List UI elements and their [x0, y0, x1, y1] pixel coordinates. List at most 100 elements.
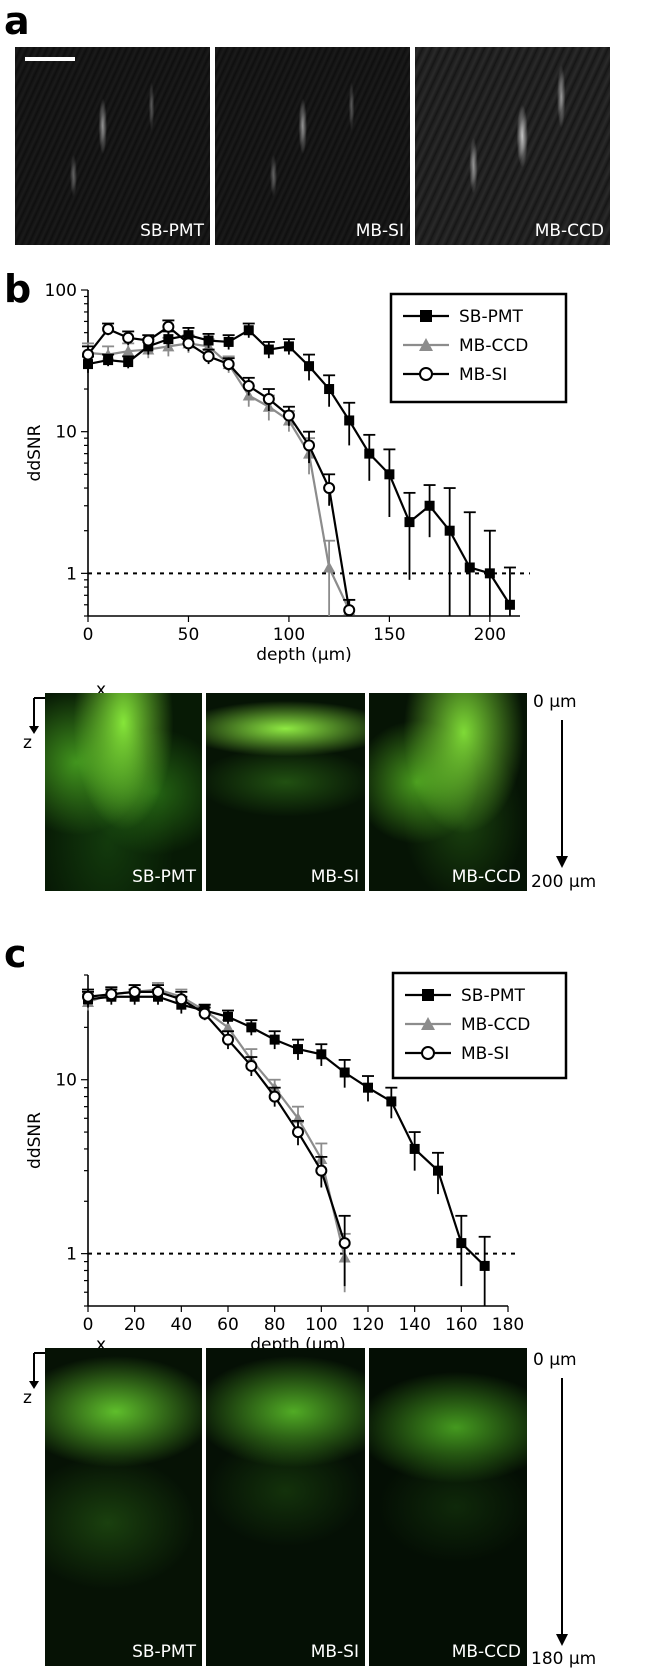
depth-bottom-label: 200 µm	[531, 872, 597, 892]
data-point	[421, 1017, 435, 1030]
axis-z-label: z	[23, 733, 32, 753]
legend-label: MB-CCD	[461, 1015, 530, 1035]
x-tick-label: 60	[217, 1315, 239, 1335]
data-point	[263, 344, 274, 355]
legend-label: MB-SI	[459, 365, 507, 385]
data-point	[363, 1082, 373, 1093]
legend-label: MB-SI	[461, 1044, 509, 1064]
data-point	[384, 469, 395, 480]
micrograph-sb-pmt: SB-PMT	[15, 47, 210, 245]
data-point	[175, 993, 188, 1006]
x-tick-label: 140	[398, 1315, 430, 1335]
data-point	[424, 500, 435, 511]
panel-label-b: b	[4, 267, 32, 311]
y-tick-label: 100	[45, 281, 77, 301]
image-label: MB-CCD	[451, 867, 521, 887]
data-point	[242, 380, 255, 393]
x-tick-label: 0	[83, 1315, 94, 1335]
data-point	[504, 599, 515, 610]
legend-label: SB-PMT	[461, 986, 526, 1006]
image-label: MB-SI	[310, 867, 359, 887]
series-line-sb-pmt	[87, 328, 511, 606]
image-label: SB-PMT	[140, 221, 204, 241]
image-label: SB-PMT	[132, 867, 196, 887]
xz-image-mb-ccd: MB-CCD	[369, 693, 527, 891]
image-label: MB-CCD	[534, 221, 604, 241]
data-point	[102, 323, 115, 336]
data-point	[404, 517, 415, 528]
data-point	[343, 604, 356, 617]
x-tick-label: 0	[83, 625, 94, 645]
xz-image-mb-si: MB-SI	[206, 1348, 365, 1666]
data-point	[183, 330, 194, 341]
x-tick-label: 100	[273, 625, 305, 645]
data-point	[122, 345, 135, 357]
data-point	[456, 1238, 467, 1249]
data-point	[142, 334, 155, 347]
data-point	[245, 1059, 258, 1072]
legend-label: MB-CCD	[459, 336, 528, 356]
data-point	[202, 350, 215, 363]
data-point	[419, 367, 433, 381]
data-point	[223, 336, 234, 347]
data-point	[163, 334, 174, 345]
xz-image-mb-si: MB-SI	[206, 693, 365, 891]
axis-x-label: x	[96, 680, 107, 700]
x-tick-label: 100	[305, 1315, 337, 1335]
micrograph-mb-si: MB-SI	[215, 47, 410, 245]
y-tick-label: 10	[55, 423, 77, 443]
data-point	[82, 348, 94, 361]
image-label: MB-CCD	[451, 1642, 521, 1662]
data-point	[223, 1011, 233, 1022]
image-label: SB-PMT	[132, 1642, 196, 1662]
data-point	[105, 988, 118, 1001]
data-point	[386, 1096, 397, 1107]
data-point	[103, 355, 114, 366]
x-tick-label: 150	[373, 625, 405, 645]
x-tick-label: 200	[474, 625, 506, 645]
data-point	[339, 1067, 350, 1078]
scale-bar	[25, 57, 75, 61]
data-point	[484, 568, 495, 579]
depth-arrow	[556, 1378, 568, 1646]
x-tick-label: 120	[352, 1315, 384, 1335]
data-point	[293, 1044, 303, 1055]
depth-bottom-label: 180 µm	[531, 1649, 597, 1669]
data-point	[479, 1260, 490, 1271]
data-point	[323, 482, 336, 495]
data-point	[304, 361, 315, 372]
data-point	[82, 990, 94, 1003]
data-point	[283, 341, 294, 352]
x-tick-label: 180	[492, 1315, 524, 1335]
y-axis-label: ddSNR	[25, 424, 45, 481]
data-point	[409, 1143, 420, 1154]
panel-label-a: a	[4, 0, 30, 43]
data-point	[262, 393, 275, 406]
x-tick-label: 160	[445, 1315, 477, 1335]
data-point	[246, 1022, 257, 1033]
depth-arrow	[556, 720, 568, 868]
chart-panel-b: 1 10 100 0 50 100 150 200 depth (µm) ddSNR SB-PMT M…	[25, 281, 568, 665]
data-point	[344, 415, 355, 426]
data-point	[222, 1021, 234, 1033]
series-line-mb-ccd	[87, 988, 346, 1258]
depth-top-label: 0 µm	[533, 1350, 577, 1370]
data-point	[421, 1046, 435, 1060]
data-point	[338, 1237, 351, 1250]
data-point	[243, 325, 254, 336]
data-point	[315, 1164, 328, 1177]
image-label: MB-SI	[310, 1642, 359, 1662]
panel-label-c: c	[4, 932, 27, 976]
axis-z-label: z	[23, 1388, 32, 1408]
series-line-mb-ccd	[87, 342, 351, 611]
depth-top-label: 0 µm	[533, 692, 577, 712]
data-point	[123, 357, 134, 368]
x-tick-label: 40	[171, 1315, 193, 1335]
legend-label: SB-PMT	[459, 307, 524, 327]
data-point	[182, 337, 195, 350]
data-point	[433, 1165, 443, 1176]
data-point	[162, 320, 175, 333]
xz-image-mb-ccd: MB-CCD	[369, 1348, 527, 1666]
micrograph-mb-ccd: MB-CCD	[415, 47, 610, 245]
